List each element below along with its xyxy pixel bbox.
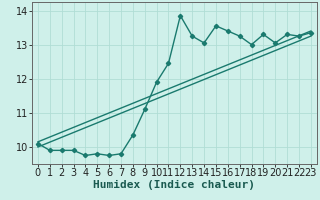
X-axis label: Humidex (Indice chaleur): Humidex (Indice chaleur) [93, 180, 255, 190]
